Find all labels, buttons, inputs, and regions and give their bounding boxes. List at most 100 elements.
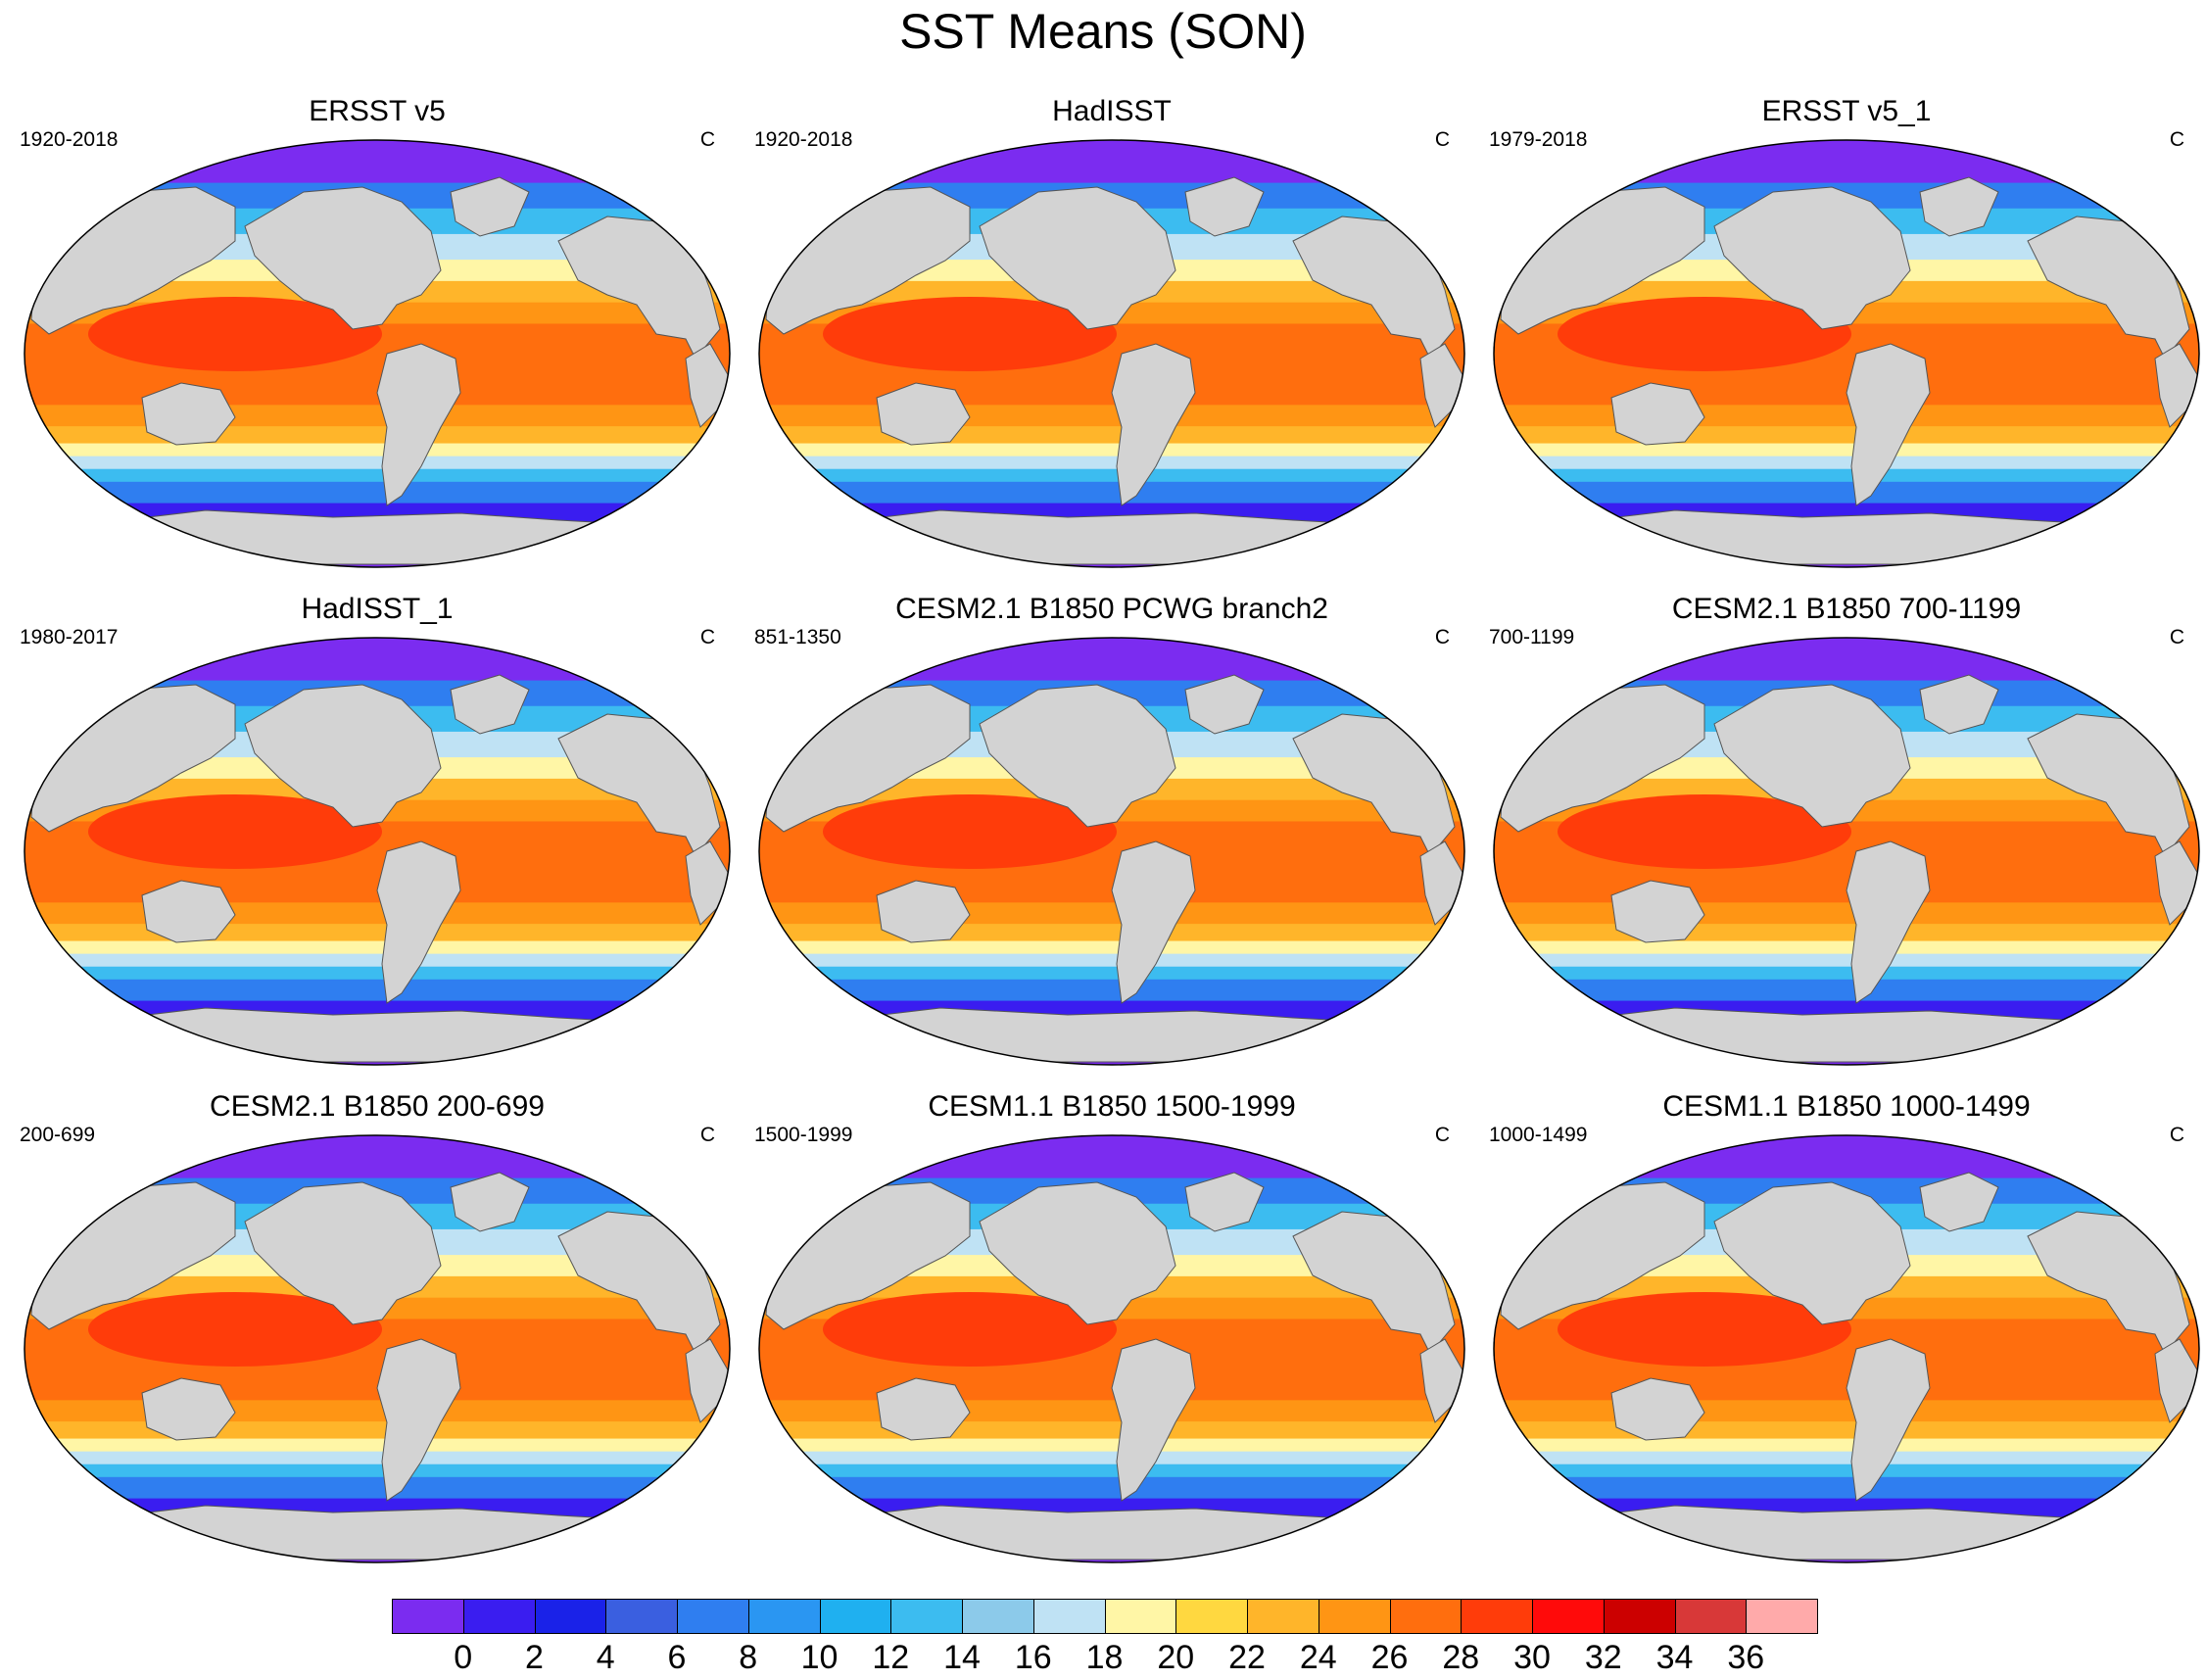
landmass: [1610, 880, 1705, 943]
panel-units: C: [699, 128, 715, 151]
sst-band: [24, 456, 730, 470]
colorbar-swatch: [1247, 1599, 1319, 1634]
sst-band: [24, 481, 730, 504]
sst-band: [1494, 1400, 2199, 1423]
world-map: [758, 1134, 1465, 1563]
figure-title: SST Means (SON): [899, 4, 1307, 59]
map-panel: ERSST v5_1 1979-2018 C: [1479, 94, 2206, 574]
sst-band: [24, 140, 730, 184]
sst-band: [1494, 1421, 2199, 1440]
landmass: [1610, 382, 1705, 446]
sst-band: [759, 1438, 1464, 1453]
world-map: [1493, 1134, 2200, 1563]
landmass: [376, 343, 461, 506]
landmass: [1919, 1172, 1999, 1232]
colorbar-tick-label: 20: [1157, 1639, 1195, 1676]
landmass: [979, 684, 1176, 828]
sst-band: [24, 966, 730, 981]
landmass: [1111, 343, 1196, 506]
sst-band: [1494, 940, 2199, 955]
landmass: [1713, 186, 1911, 330]
colorbar-tick-label: 32: [1584, 1639, 1622, 1676]
panel-units: C: [2169, 626, 2184, 648]
panel-title: CESM2.1 B1850 PCWG branch2: [895, 593, 1328, 625]
panel-title: HadISST: [1052, 95, 1172, 127]
sst-band: [759, 902, 1464, 926]
landmass: [876, 880, 971, 943]
colorbar-tick-label: 26: [1370, 1639, 1409, 1676]
colorbar-swatch: [819, 1599, 892, 1634]
landmass: [1846, 840, 1931, 1004]
sst-band: [759, 966, 1464, 981]
colorbar: [392, 1599, 1818, 1638]
sst-band: [24, 953, 730, 968]
landmass: [1610, 1377, 1705, 1441]
colorbar-swatch: [1389, 1599, 1463, 1634]
landmass: [1846, 1338, 1931, 1502]
panel-period: 200-699: [20, 1124, 96, 1146]
colorbar-swatch: [1032, 1599, 1106, 1634]
warm-pool: [1558, 297, 1851, 371]
map-panel: CESM1.1 B1850 1500-1999 1500-1999 C: [744, 1089, 1479, 1569]
panel-title: HadISST_1: [301, 593, 454, 625]
sst-band: [1494, 468, 2199, 483]
sst-band: [24, 1438, 730, 1453]
colorbar-swatch: [1603, 1599, 1676, 1634]
panel-period: 1920-2018: [20, 128, 119, 151]
colorbar-swatch: [890, 1599, 963, 1634]
sst-band: [24, 1135, 730, 1179]
warm-pool: [88, 1292, 382, 1367]
sst-band: [759, 1400, 1464, 1423]
colorbar-swatch: [1318, 1599, 1391, 1634]
panel-title: CESM1.1 B1850 1500-1999: [928, 1090, 1296, 1123]
warm-pool: [823, 1292, 1117, 1367]
colorbar-swatch: [1461, 1599, 1533, 1634]
colorbar-swatch: [1674, 1599, 1748, 1634]
panel-title: CESM2.1 B1850 700-1199: [1671, 593, 2022, 625]
landmass: [141, 880, 236, 943]
sst-band: [759, 1421, 1464, 1440]
sst-band: [1494, 1476, 2199, 1500]
sst-band: [1494, 638, 2199, 682]
landmass: [244, 684, 442, 828]
panel-units: C: [1434, 128, 1450, 151]
sst-band: [759, 979, 1464, 1002]
landmass: [450, 176, 530, 237]
landmass: [450, 674, 530, 735]
warm-pool: [823, 297, 1117, 371]
map-border: [758, 139, 1465, 568]
sst-band: [1494, 1438, 2199, 1453]
sst-band: [24, 426, 730, 445]
warm-pool: [1558, 794, 1851, 869]
sst-band: [24, 1400, 730, 1423]
landmass: [244, 1181, 442, 1325]
colorbar-swatch: [962, 1599, 1034, 1634]
panel-period: 700-1199: [1489, 626, 1575, 648]
world-map: [1493, 139, 2200, 568]
colorbar-swatch: [677, 1599, 749, 1634]
landmass: [141, 1377, 236, 1441]
colorbar-tick-label: 6: [667, 1639, 687, 1676]
colorbar-swatch: [747, 1599, 821, 1634]
landmass: [1713, 1181, 1911, 1325]
panel-units: C: [2169, 1124, 2184, 1146]
colorbar-tick-label: 12: [872, 1639, 910, 1676]
warm-pool: [88, 794, 382, 869]
warm-pool: [823, 794, 1117, 869]
world-map: [24, 1134, 731, 1563]
colorbar-swatch: [1746, 1599, 1818, 1634]
panel-period: 1980-2017: [20, 626, 119, 648]
landmass: [1919, 176, 1999, 237]
map-panel: CESM2.1 B1850 PCWG branch2 851-1350 C: [744, 592, 1479, 1072]
landmass: [141, 382, 236, 446]
colorbar-tick-label: 24: [1299, 1639, 1337, 1676]
panel-units: C: [699, 1124, 715, 1146]
sst-band: [24, 1464, 730, 1478]
colorbar-swatch: [462, 1599, 536, 1634]
landmass: [979, 186, 1176, 330]
landmass: [1111, 840, 1196, 1004]
sst-band: [759, 426, 1464, 445]
panel-title: ERSST v5: [309, 95, 446, 127]
map-panel: CESM1.1 B1850 1000-1499 1000-1499 C: [1479, 1089, 2206, 1569]
sst-band: [1494, 426, 2199, 445]
